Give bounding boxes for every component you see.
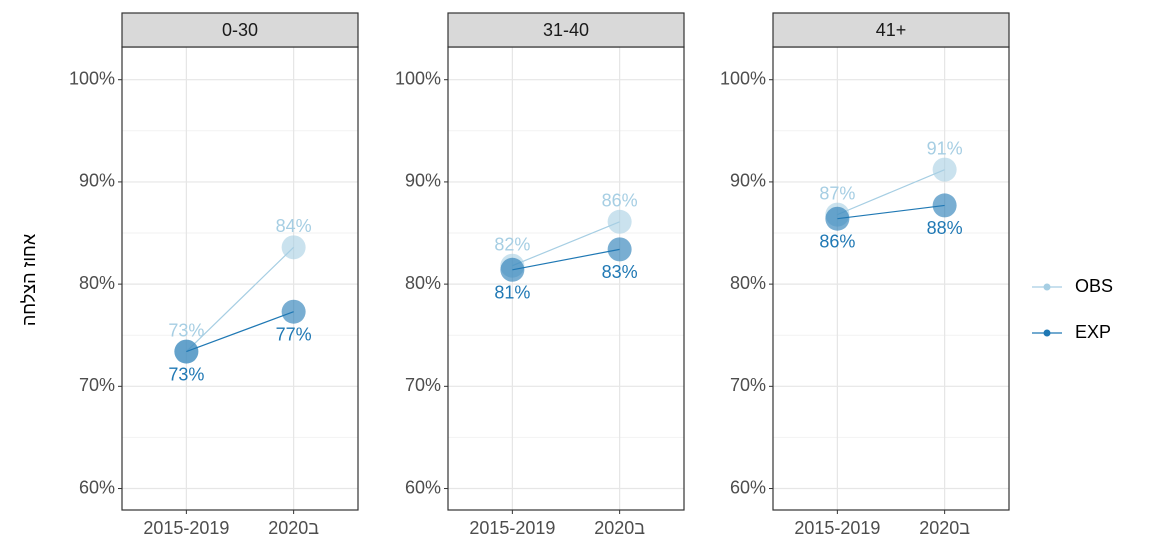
value-label: 77% xyxy=(276,324,312,344)
y-tick-label: 60% xyxy=(405,477,441,497)
x-tick-label: 2015-2019 xyxy=(469,518,555,538)
strip-label: 31-40 xyxy=(543,20,589,40)
value-label: 73% xyxy=(168,320,204,340)
legend-label: EXP xyxy=(1075,322,1111,342)
x-tick-label: 2020ב xyxy=(268,518,319,538)
y-tick-label: 100% xyxy=(69,68,115,88)
strip-label: 0-30 xyxy=(222,20,258,40)
point xyxy=(825,206,850,231)
y-tick-label: 70% xyxy=(79,375,115,395)
point xyxy=(932,193,957,218)
strip xyxy=(447,12,685,48)
point xyxy=(281,235,306,260)
series-line xyxy=(837,169,945,216)
y-tick-label: 70% xyxy=(405,375,441,395)
value-label: 73% xyxy=(168,364,204,384)
y-tick-label: 80% xyxy=(730,273,766,293)
point xyxy=(174,339,199,364)
legend-point xyxy=(1043,329,1051,337)
x-tick-label: 2015-2019 xyxy=(143,518,229,538)
value-label: 86% xyxy=(602,191,638,211)
y-tick-label: 90% xyxy=(405,171,441,191)
panel-background xyxy=(122,47,358,510)
y-tick-label: 90% xyxy=(79,171,115,191)
series-line xyxy=(512,248,620,271)
point xyxy=(932,157,957,182)
x-tick-label: 2020ב xyxy=(594,518,645,538)
point xyxy=(281,299,306,324)
panel-background xyxy=(773,47,1009,510)
value-label: 84% xyxy=(276,216,312,236)
strip xyxy=(121,12,359,48)
value-label: 81% xyxy=(494,283,530,303)
y-tick-label: 80% xyxy=(405,273,441,293)
series-line xyxy=(185,246,295,353)
y-tick-label: 80% xyxy=(79,273,115,293)
value-label: 88% xyxy=(927,218,963,238)
value-label: 86% xyxy=(819,231,855,251)
value-label: 82% xyxy=(494,234,530,254)
y-tick-label: 60% xyxy=(79,477,115,497)
legend-label: OBS xyxy=(1075,276,1113,296)
point xyxy=(500,257,525,282)
value-label: 91% xyxy=(927,138,963,158)
series-line xyxy=(837,204,945,220)
y-tick-label: 100% xyxy=(395,68,441,88)
series-line xyxy=(186,311,294,353)
value-label: 83% xyxy=(602,262,638,282)
y-tick-label: 70% xyxy=(730,375,766,395)
series-line xyxy=(512,221,620,267)
strip-label: 41+ xyxy=(876,20,907,40)
point xyxy=(607,209,632,234)
y-tick-label: 60% xyxy=(730,477,766,497)
legend-point xyxy=(1043,283,1051,291)
y-tick-label: 90% xyxy=(730,171,766,191)
y-axis-label: אחוז הצלחה xyxy=(19,233,39,326)
x-tick-label: 2020ב xyxy=(919,518,970,538)
point xyxy=(607,237,632,262)
x-tick-label: 2015-2019 xyxy=(794,518,880,538)
y-tick-label: 100% xyxy=(720,68,766,88)
value-label: 87% xyxy=(819,183,855,203)
strip xyxy=(772,12,1010,48)
panel-background xyxy=(448,47,684,510)
